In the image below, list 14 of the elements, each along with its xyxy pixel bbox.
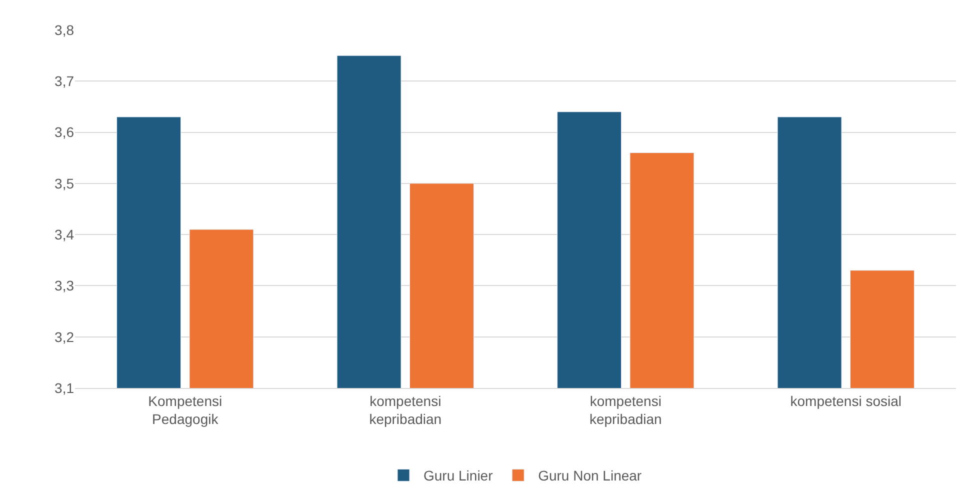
y-tick-label: 3,7: [54, 73, 74, 90]
y-tick-label: 3,1: [54, 380, 74, 396]
legend-label: Guru Non Linear: [538, 468, 642, 484]
y-tick-label: 3,2: [54, 328, 74, 345]
y-tick-label: 3,3: [54, 278, 74, 294]
legend-label: Guru Linier: [424, 468, 494, 484]
x-tick-label: kompetensi kepribadian: [589, 392, 662, 427]
x-tick-label: kompetensi kepribadian: [369, 392, 442, 427]
y-tick-label: 3,6: [54, 124, 74, 140]
x-tick-label: Kompetensi Pedagogik: [148, 392, 222, 427]
y-tick-label: 3,8: [54, 22, 74, 38]
y-tick-label: 3,5: [54, 175, 74, 192]
y-tick-label: 3,4: [54, 226, 74, 242]
x-tick-label: kompetensi sosial: [790, 392, 902, 409]
